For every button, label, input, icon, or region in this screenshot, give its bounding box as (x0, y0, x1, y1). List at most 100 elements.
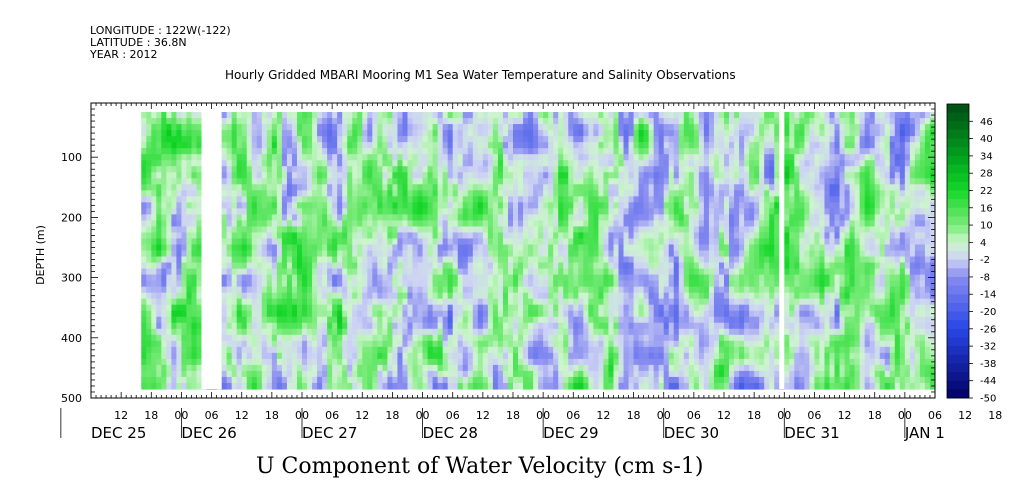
heatmap-cell (196, 238, 203, 246)
heatmap-cell (377, 172, 383, 179)
heatmap-cell (583, 148, 589, 155)
heatmap-cell (372, 226, 378, 234)
heatmap-cell (362, 208, 368, 215)
heatmap-cell (342, 214, 348, 221)
heatmap-cell (392, 202, 399, 209)
heatmap-cell (583, 256, 589, 264)
heatmap-cell (261, 232, 268, 240)
heatmap-cell (457, 250, 464, 258)
heatmap-cell (658, 232, 665, 240)
heatmap-cell (312, 166, 318, 173)
heatmap-cell (528, 286, 534, 294)
heatmap-cell (487, 268, 494, 276)
heatmap-cell (221, 184, 228, 191)
heatmap-cell (528, 304, 534, 312)
heatmap-cell (553, 238, 559, 246)
heatmap-cell (397, 154, 404, 161)
heatmap-cell (658, 124, 665, 131)
heatmap-cell (312, 382, 318, 390)
heatmap-cell (462, 370, 469, 378)
heatmap-cell (397, 304, 404, 312)
heatmap-cell (241, 220, 248, 228)
heatmap-cell (573, 346, 579, 354)
heatmap-cell (191, 172, 198, 179)
heatmap-cell (392, 322, 399, 330)
heatmap-cell (528, 172, 534, 179)
heatmap-cell (296, 334, 303, 342)
heatmap-cell (286, 274, 293, 282)
heatmap-cell (382, 256, 388, 264)
heatmap-cell (337, 280, 343, 288)
heatmap-cell (181, 256, 188, 264)
heatmap-cell (302, 376, 308, 384)
heatmap-cell (412, 304, 419, 312)
heatmap-cell (482, 148, 489, 155)
heatmap-cell (678, 376, 685, 384)
heatmap-cell (156, 142, 162, 149)
heatmap-cell (296, 148, 303, 155)
heatmap-cell (553, 304, 559, 312)
heatmap-cell (156, 274, 162, 282)
heatmap-cell (226, 316, 233, 324)
heatmap-cell (588, 112, 594, 119)
heatmap-cell (447, 340, 454, 348)
heatmap-cell (558, 190, 564, 197)
heatmap-cell (186, 118, 193, 125)
heatmap-cell (548, 226, 554, 234)
heatmap-cell (276, 136, 283, 143)
heatmap-cell (467, 160, 474, 167)
heatmap-cell (382, 280, 388, 288)
heatmap-cell (281, 130, 288, 137)
heatmap-cell (307, 262, 313, 270)
heatmap-cell (482, 304, 489, 312)
heatmap-cell (603, 226, 610, 234)
heatmap-cell (377, 352, 383, 360)
heatmap-cell (317, 232, 323, 240)
heatmap-cell (653, 154, 660, 161)
heatmap-cell (352, 268, 358, 276)
heatmap-cell (638, 160, 645, 167)
heatmap-cell (668, 214, 675, 221)
heatmap-cell (372, 292, 378, 300)
heatmap-cell (291, 118, 298, 125)
heatmap-cell (296, 118, 303, 125)
heatmap-cell (372, 154, 378, 161)
heatmap-cell (261, 352, 268, 360)
heatmap-cell (342, 274, 348, 282)
heatmap-cell (603, 310, 610, 318)
heatmap-cell (543, 310, 549, 318)
heatmap-cell (261, 328, 268, 336)
heatmap-cell (171, 148, 177, 155)
heatmap-cell (523, 232, 529, 240)
heatmap-cell (447, 112, 454, 119)
heatmap-cell (497, 292, 504, 300)
heatmap-cell (281, 178, 288, 185)
heatmap-cell (578, 352, 584, 360)
heatmap-cell (673, 118, 680, 125)
heatmap-cell (352, 214, 358, 221)
heatmap-cell (382, 232, 388, 240)
heatmap-cell (166, 346, 172, 354)
heatmap-cell (533, 184, 539, 191)
heatmap-cell (291, 268, 298, 276)
heatmap-cell (362, 268, 368, 276)
heatmap-cell (397, 346, 404, 354)
heatmap-cell (513, 160, 519, 167)
heatmap-cell (533, 112, 539, 119)
heatmap-cell (683, 196, 690, 203)
heatmap-cell (563, 310, 569, 318)
heatmap-cell (568, 328, 574, 336)
heatmap-cell (643, 376, 650, 384)
heatmap-cell (367, 340, 373, 348)
heatmap-cell (482, 298, 489, 306)
heatmap-cell (558, 220, 564, 228)
heatmap-cell (296, 358, 303, 366)
heatmap-cell (312, 376, 318, 384)
heatmap-cell (337, 238, 343, 246)
heatmap-cell (543, 172, 549, 179)
heatmap-cell (151, 250, 157, 258)
heatmap-cell (533, 370, 539, 378)
heatmap-cell (357, 286, 363, 294)
heatmap-cell (221, 310, 228, 318)
heatmap-cell (276, 286, 283, 294)
